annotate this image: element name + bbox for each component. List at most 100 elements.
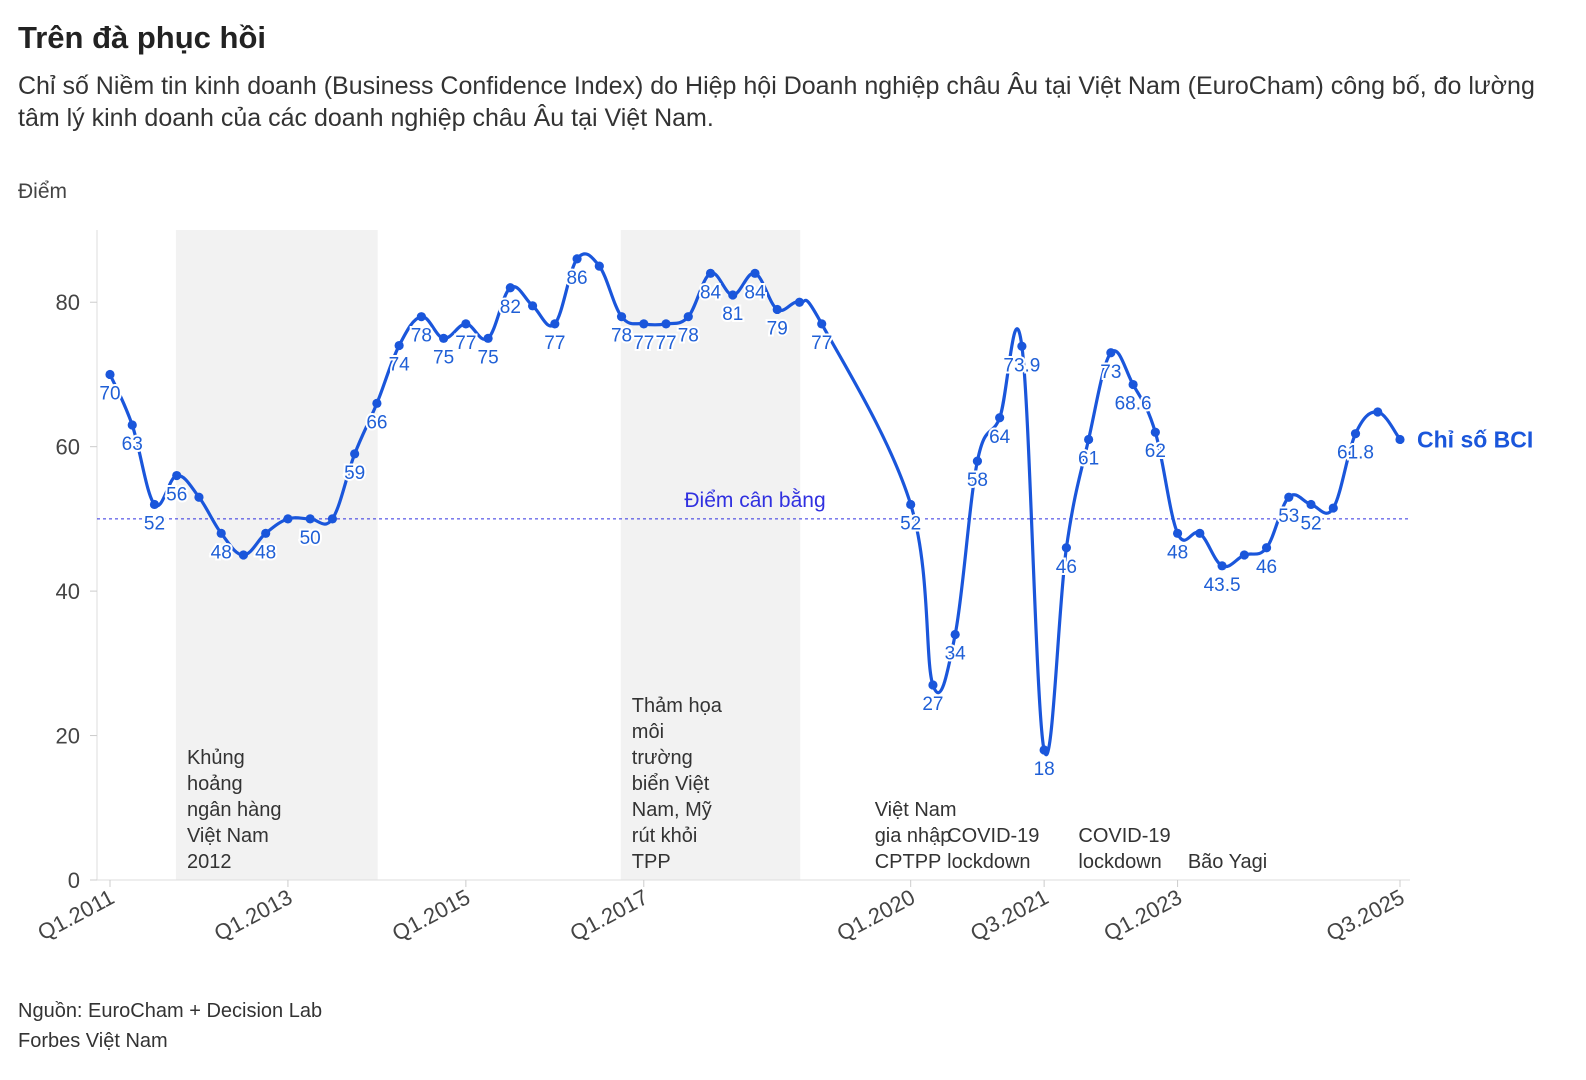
data-label: 75: [433, 347, 454, 368]
x-tick-label: Q1.2015: [388, 884, 474, 946]
event-annotation: Việt Nam gia nhập CPTPP: [875, 799, 957, 873]
data-point: [505, 283, 515, 293]
axes: 0 20 40 60 80: [56, 230, 1410, 893]
data-point: [1239, 550, 1249, 560]
data-point: [483, 333, 493, 343]
data-point: [1350, 429, 1361, 439]
shaded-period-label-line: Thảm họa: [632, 695, 723, 717]
data-point: [416, 312, 426, 322]
data-label: 64: [989, 427, 1011, 448]
shaded-period-label-line: TPP: [632, 851, 671, 873]
data-point: [705, 268, 716, 278]
x-tick-label: Q1.2011: [34, 884, 119, 945]
shaded-period-band: [175, 230, 378, 880]
shaded-period-label-line: Việt Nam: [187, 825, 269, 847]
data-point: [1284, 492, 1294, 502]
data-point: [1039, 745, 1049, 755]
shaded-period-band: [620, 230, 801, 880]
data-label: 61: [1078, 448, 1099, 469]
data-label: 52: [144, 513, 165, 534]
y-tick-label: 0: [68, 868, 80, 893]
data-label: 62: [1145, 441, 1166, 462]
data-label: 52: [900, 513, 921, 534]
data-label: 77: [544, 333, 565, 354]
data-point: [1084, 434, 1094, 445]
data-label: 56: [166, 485, 187, 506]
y-tick-label: 40: [56, 579, 80, 604]
data-point: [572, 254, 582, 264]
shaded-period-label-line: 2012: [187, 851, 232, 873]
data-point: [1261, 543, 1272, 553]
data-point: [906, 499, 916, 510]
data-point: [350, 449, 360, 459]
data-label: 61.8: [1337, 443, 1374, 464]
publisher-line: Forbes Việt Nam: [18, 1030, 168, 1052]
data-label: 18: [1034, 759, 1055, 780]
event-annotation-line: COVID-19: [1078, 825, 1170, 847]
data-label: 73.9: [1003, 355, 1040, 376]
shaded-period-label-line: môi: [632, 721, 664, 743]
source-note: Nguồn: EuroCham + Decision Lab Forbes Vi…: [18, 996, 322, 1056]
data-point: [238, 550, 249, 560]
data-label: 84: [744, 282, 766, 303]
data-label: 63: [122, 434, 143, 455]
data-point: [772, 304, 782, 315]
data-point: [1172, 528, 1183, 538]
data-point: [372, 398, 382, 408]
reference-line-label: Điểm cân bằng: [684, 489, 825, 512]
data-label: 59: [344, 463, 365, 484]
data-point: [216, 528, 226, 538]
data-point: [172, 470, 182, 481]
data-label: 78: [678, 326, 699, 347]
shaded-period-label-line: ngân hàng: [187, 799, 282, 821]
data-label: 77: [655, 333, 676, 354]
event-annotation-line: lockdown: [1078, 851, 1161, 873]
shaded-period-label-line: trường: [632, 747, 693, 769]
data-point: [817, 319, 827, 329]
y-axis-unit: Điểm: [18, 180, 68, 203]
event-annotation-line: CPTPP: [875, 851, 942, 873]
shaded-period-label: Thảm họa môi trường biển Việt Nam, Mỹ rút khỏ…: [632, 695, 723, 873]
data-label: 68.6: [1115, 394, 1152, 415]
x-tick-label: Q1.2017: [566, 884, 652, 946]
data-point: [439, 333, 449, 343]
data-point: [527, 301, 538, 311]
data-point: [661, 319, 671, 329]
data-point: [1128, 379, 1138, 390]
data-label: 48: [211, 542, 232, 563]
event-annotation: Bão Yagi: [1188, 851, 1267, 873]
data-point: [327, 514, 338, 524]
data-point: [127, 420, 137, 430]
data-point: [594, 261, 604, 271]
data-label: 53: [1278, 506, 1299, 527]
data-point: [972, 456, 983, 466]
shaded-period-label-line: rút khỏi: [632, 825, 698, 847]
data-point: [105, 369, 115, 380]
data-label: 75: [478, 347, 499, 368]
event-annotation-line: gia nhập: [875, 825, 952, 847]
data-point: [639, 319, 649, 329]
shaded-period-label-line: biển Việt: [632, 773, 710, 795]
series-label: Chỉ số BCI: [1417, 426, 1533, 452]
data-label: 34: [945, 643, 967, 664]
data-point: [1395, 434, 1405, 445]
data-label: 48: [255, 542, 276, 563]
x-tick-label: Q3.2025: [1322, 884, 1408, 946]
event-annotation: COVID-19 lockdown: [947, 825, 1039, 873]
data-label: 73: [1100, 362, 1121, 383]
data-point: [728, 290, 738, 300]
data-point: [683, 312, 693, 322]
data-point: [1328, 503, 1338, 513]
data-label: 66: [366, 412, 387, 433]
data-label: 43.5: [1204, 575, 1241, 596]
data-point: [794, 297, 805, 307]
x-tick-label: Q1.2023: [1100, 884, 1186, 946]
data-label: 82: [500, 297, 521, 318]
data-label: 77: [455, 333, 476, 354]
data-point: [283, 514, 293, 524]
data-label: 70: [99, 383, 120, 404]
data-point: [261, 528, 271, 538]
data-point: [950, 629, 960, 640]
event-annotation: COVID-19 lockdown: [1078, 825, 1170, 873]
